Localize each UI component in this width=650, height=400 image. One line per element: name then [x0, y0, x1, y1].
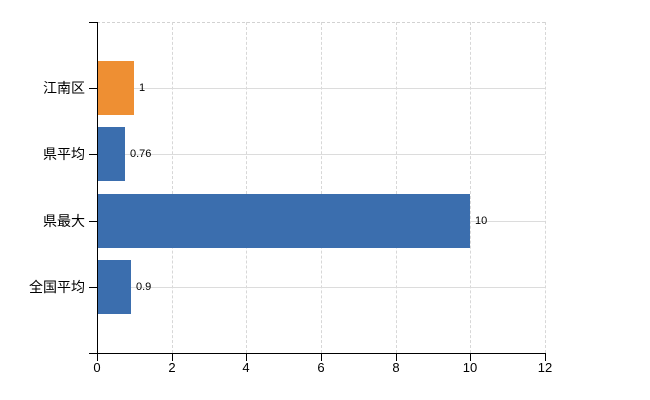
gridline-vertical [396, 22, 397, 353]
y-axis-tick [89, 22, 97, 23]
y-axis-tick [89, 287, 97, 288]
category-label: 江南区 [43, 80, 85, 96]
gridline-vertical [470, 22, 471, 353]
y-axis-tick [89, 154, 97, 155]
x-axis-tick [246, 354, 247, 361]
x-tick-label: 4 [242, 360, 250, 375]
gridline-vertical [172, 22, 173, 353]
gridline-horizontal [97, 154, 545, 155]
category-label: 全国平均 [29, 279, 85, 295]
x-axis-tick [97, 354, 98, 361]
category-label: 県平均 [43, 146, 85, 162]
gridline-vertical [545, 22, 546, 353]
gridline-vertical [246, 22, 247, 353]
bar-1 [97, 127, 125, 181]
gridline-horizontal [97, 287, 545, 288]
x-axis-tick [321, 354, 322, 361]
x-tick-label: 6 [317, 360, 325, 375]
x-tick-label: 12 [537, 360, 553, 375]
y-axis-line [97, 22, 98, 353]
value-label: 10 [475, 215, 488, 227]
y-axis-tick [89, 221, 97, 222]
category-label: 県最大 [43, 213, 85, 229]
value-label: 0.9 [136, 281, 152, 293]
bar-3 [97, 260, 131, 314]
x-axis-line [89, 353, 546, 354]
x-axis-tick [545, 354, 546, 361]
x-tick-label: 8 [392, 360, 400, 375]
bar-2 [97, 194, 470, 248]
x-axis-tick [470, 354, 471, 361]
gridline-vertical [321, 22, 322, 353]
value-label: 0.76 [130, 148, 152, 160]
y-axis-tick [89, 88, 97, 89]
bar-0 [97, 61, 134, 115]
x-tick-label: 2 [168, 360, 176, 375]
plot-area: 1 0.76 10 0.9 [97, 22, 546, 353]
x-axis-tick [172, 354, 173, 361]
x-tick-label: 10 [462, 360, 478, 375]
gridline-horizontal [97, 88, 545, 89]
x-axis-tick [396, 354, 397, 361]
value-label: 1 [139, 82, 146, 94]
x-tick-label: 0 [93, 360, 101, 375]
